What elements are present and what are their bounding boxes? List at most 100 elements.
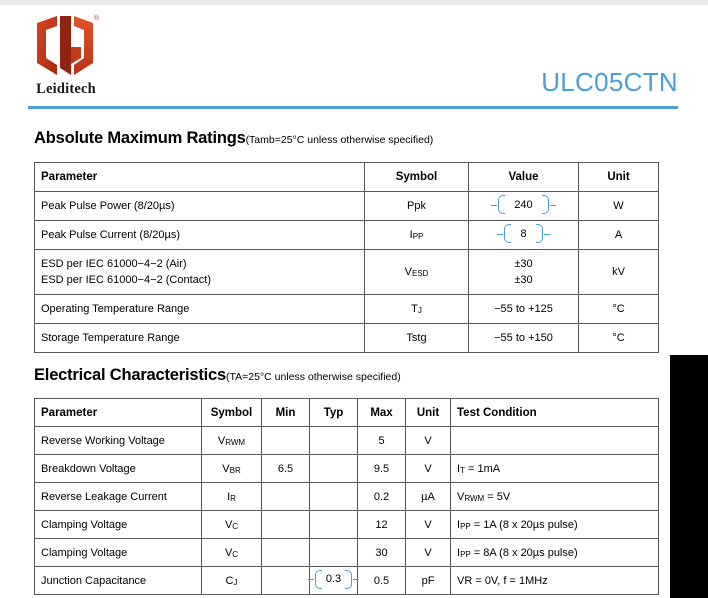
column-header-min: Min: [261, 398, 310, 427]
condition-rest: = 8A (8 x 20µs pulse): [470, 546, 578, 559]
symbol-main: T: [411, 303, 418, 315]
cell-symbol: IPP: [364, 220, 469, 250]
column-header-max: Max: [357, 398, 406, 427]
symbol-subscript: J: [233, 577, 238, 587]
cell-min: [261, 426, 310, 455]
symbol-subscript: PP: [412, 232, 424, 241]
cell-min: [261, 482, 310, 511]
condition-subscript: PP: [460, 549, 471, 559]
cell-parameter: Reverse Leakage Current: [34, 482, 202, 511]
cell-unit: V: [405, 426, 451, 455]
bracket-right-icon: [541, 195, 556, 214]
cell-max: 0.2: [357, 482, 406, 511]
table-row: ESD per IEC 61000−4−2 (Air) ESD per IEC …: [34, 249, 659, 295]
cell-unit: µA: [405, 482, 451, 511]
cell-max: 5: [357, 426, 406, 455]
symbol-subscript: R: [230, 493, 236, 503]
condition-rest: = 5V: [484, 490, 511, 503]
table-row: Clamping Voltage VC 30 V IPP = 8A (8 x 2…: [34, 538, 659, 567]
cell-typ: 0.3: [307, 566, 360, 595]
cell-symbol: TJ: [364, 294, 469, 324]
condition-main: VR: [457, 574, 473, 587]
cell-test-condition: IPP = 1A (8 x 20µs pulse): [450, 510, 659, 539]
symbol-main: C: [225, 574, 234, 587]
table-row: Reverse Leakage Current IR 0.2 µA VRWM =…: [34, 482, 659, 511]
table-row: Breakdown Voltage VBR 6.5 9.5 V IT = 1mA: [34, 454, 659, 483]
table-row: Peak Pulse Power (8/20µs) Ppk 240 W: [34, 191, 659, 221]
cell-value-line1: ±30: [514, 258, 533, 270]
symbol-subscript: J: [417, 306, 422, 315]
section-title-electrical-characteristics: Electrical Characteristics(TA=25°C unles…: [34, 366, 401, 385]
cell-unit: V: [405, 538, 451, 567]
column-header-symbol: Symbol: [201, 398, 262, 427]
condition-subscript: T: [460, 465, 465, 475]
cell-value: 240: [468, 191, 579, 221]
cell-parameter: Clamping Voltage: [34, 538, 202, 567]
section-title-absolute-maximum-ratings: Absolute Maximum Ratings(Tamb=25°C unles…: [34, 129, 433, 148]
cell-test-condition: [450, 426, 659, 455]
cell-symbol: Ppk: [364, 191, 469, 221]
symbol-subscript: RWM: [225, 437, 246, 447]
cell-max: 9.5: [357, 454, 406, 483]
cell-unit: °C: [578, 294, 659, 324]
condition-rest: = 1A (8 x 20µs pulse): [470, 518, 578, 531]
condition-main: I: [457, 518, 461, 531]
cell-symbol: IR: [201, 482, 262, 511]
section-heading-note: (TA=25°C unless otherwise specified): [226, 371, 401, 383]
cell-value-text: 240: [514, 198, 533, 211]
condition-main: I: [457, 546, 461, 559]
symbol-subscript: C: [232, 521, 239, 531]
cell-symbol: VBR: [201, 454, 262, 483]
column-header-value: Value: [468, 162, 579, 192]
symbol-main: V: [222, 462, 230, 475]
cell-min: [261, 566, 310, 595]
bracket-left-icon: [491, 195, 506, 214]
cell-symbol: VESD: [364, 249, 469, 295]
cell-parameter: Peak Pulse Power (8/20µs): [34, 191, 365, 221]
cell-unit: A: [578, 220, 659, 250]
cell-value: 8: [468, 220, 579, 250]
symbol-main: I: [409, 229, 413, 241]
header-divider-rule: [28, 106, 678, 109]
cell-test-condition: VRWM = 5V: [450, 482, 659, 511]
leiditech-shield-logo-icon: ®: [31, 13, 99, 79]
cell-symbol: VC: [201, 538, 262, 567]
section-heading-text: Absolute Maximum Ratings: [34, 129, 246, 147]
cell-test-condition: IPP = 8A (8 x 20µs pulse): [450, 538, 659, 567]
cell-min: 6.5: [261, 454, 310, 483]
cell-test-condition: VR = 0V, f = 1MHz: [450, 566, 659, 595]
section-heading-text: Electrical Characteristics: [34, 366, 226, 384]
cell-parameter: Operating Temperature Range: [34, 294, 365, 324]
condition-subscript: RWM: [464, 493, 485, 503]
table-row: Reverse Working Voltage VRWM 5 V: [34, 426, 659, 455]
cell-symbol: Tstg: [364, 323, 469, 353]
cell-typ: [309, 510, 358, 539]
annotation-bracket-group: 0.3: [307, 569, 360, 589]
cell-parameter: Peak Pulse Current (8/20µs): [34, 220, 365, 250]
column-header-test-condition: Test Condition: [450, 398, 659, 427]
table-row: Operating Temperature Range TJ −55 to +1…: [34, 294, 659, 324]
part-number-title: ULC05CTN: [541, 67, 678, 97]
cell-value: −55 to +125: [468, 294, 579, 324]
registered-trademark-icon: ®: [93, 15, 99, 22]
cell-unit: kV: [578, 249, 659, 295]
document-header: ® Leiditech ULC05CTN: [6, 5, 700, 117]
cell-parameter: Reverse Working Voltage: [34, 426, 202, 455]
condition-main: V: [457, 490, 465, 503]
table-header-row: Parameter Symbol Value Unit: [34, 162, 659, 192]
right-edge-black-bar: [670, 355, 708, 598]
cell-typ: [309, 454, 358, 483]
table-row: Storage Temperature Range Tstg −55 to +1…: [34, 323, 659, 353]
column-header-symbol: Symbol: [364, 162, 469, 192]
column-header-parameter: Parameter: [34, 162, 365, 192]
condition-subscript: PP: [460, 521, 471, 531]
cell-unit: W: [578, 191, 659, 221]
cell-max: 30: [357, 538, 406, 567]
cell-parameter-line2: ESD per IEC 61000−4−2 (Contact): [41, 274, 211, 286]
cell-typ-text: 0.3: [325, 573, 342, 585]
cell-parameter: Breakdown Voltage: [34, 454, 202, 483]
cell-symbol: VC: [201, 510, 262, 539]
cell-max: 12: [357, 510, 406, 539]
cell-typ: [309, 538, 358, 567]
cell-unit: V: [405, 454, 451, 483]
